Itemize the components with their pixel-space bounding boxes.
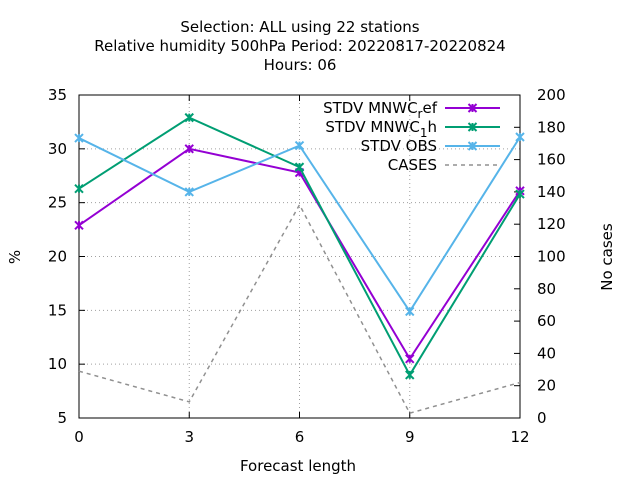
- series-line: [78, 203, 521, 415]
- legend-label-subscript: 1: [420, 126, 428, 140]
- legend-label: STDV MNWCref: [323, 99, 438, 121]
- y2-axis-tick-label: 60: [537, 312, 556, 330]
- legend-label-main: CASES: [388, 156, 437, 174]
- y2-axis-tick-label: 120: [537, 215, 566, 233]
- x-axis-tick-label: 3: [184, 428, 194, 446]
- data-point-marker: [405, 370, 415, 380]
- y-axis-tick-label: 10: [48, 355, 67, 373]
- legend-marker-sample: [467, 103, 478, 113]
- chart-title-line: Relative humidity 500hPa Period: 2022081…: [94, 37, 505, 55]
- y2-axis-tick-label: 20: [537, 377, 556, 395]
- chart-title-line: Hours: 06: [264, 56, 337, 74]
- data-point-marker: [405, 306, 415, 317]
- y-axis-tick-label: 35: [48, 86, 67, 104]
- y-axis-tick-label: 5: [57, 409, 67, 427]
- data-point-marker: [515, 132, 525, 142]
- x-axis-label: Forecast length: [240, 457, 356, 475]
- legend-label-subscript: r: [418, 107, 423, 121]
- data-point-marker: [184, 112, 194, 123]
- y2-axis-tick-label: 180: [537, 118, 566, 136]
- y2-axis-tick-label: 200: [537, 86, 566, 104]
- legend-marker-sample: [467, 122, 478, 132]
- y-axis-tick-label: 15: [48, 301, 67, 319]
- y2-axis-tick-label: 40: [537, 344, 556, 362]
- data-point-marker: [294, 162, 305, 172]
- legend-marker-sample: [467, 141, 478, 151]
- data-point-marker: [515, 189, 525, 199]
- x-axis-tick-label: 0: [74, 428, 84, 446]
- legend-label-tail: ef: [422, 99, 437, 117]
- y2-axis-tick-label: 100: [537, 248, 566, 266]
- data-point-marker: [74, 220, 84, 230]
- legend-label-main: STDV MNWC: [323, 99, 417, 117]
- series-line: [78, 116, 521, 377]
- y-axis-label: %: [6, 250, 24, 264]
- x-axis-tick-label: 12: [510, 428, 529, 446]
- legend-label-tail: h: [427, 118, 437, 136]
- data-point-marker: [74, 133, 84, 143]
- legend-label: STDV OBS: [361, 137, 437, 155]
- y2-axis-tick-label: 0: [537, 409, 547, 427]
- x-axis-tick-label: 9: [405, 428, 415, 446]
- data-point-marker: [294, 140, 305, 151]
- data-point-marker: [405, 354, 415, 364]
- chart-title-line: Selection: ALL using 22 stations: [180, 18, 419, 36]
- y2-axis-label: No cases: [598, 223, 616, 291]
- y2-axis-tick-label: 140: [537, 183, 566, 201]
- x-axis-tick-label: 6: [295, 428, 305, 446]
- y-axis-tick-label: 20: [48, 248, 67, 266]
- y-axis-tick-label: 30: [48, 140, 67, 158]
- data-point-marker: [184, 144, 194, 154]
- data-point-marker: [184, 187, 194, 197]
- legend-label-main: STDV MNWC: [325, 118, 419, 136]
- legend-label-main: STDV OBS: [361, 137, 437, 155]
- data-point-marker: [74, 183, 84, 194]
- legend-label: CASES: [388, 156, 437, 174]
- y-axis-tick-label: 25: [48, 194, 67, 212]
- plot-frame: [78, 94, 521, 419]
- y2-axis-tick-label: 80: [537, 280, 556, 298]
- y2-axis-tick-label: 160: [537, 151, 566, 169]
- legend-label: STDV MNWC1h: [325, 118, 437, 140]
